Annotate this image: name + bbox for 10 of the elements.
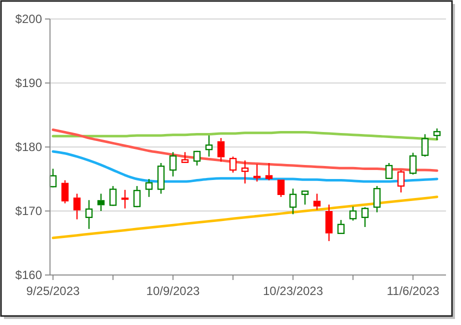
x-tick-label: 10/9/2023 [146,284,200,298]
x-tick-label: 9/25/2023 [26,284,80,298]
y-tick-label: $200 [15,12,42,26]
candlestick [265,162,273,181]
y-tick-label: $180 [15,140,42,154]
y-tick-label: $190 [15,76,42,90]
x-tick-label: 10/23/2023 [262,284,324,298]
x-tick-label: 11/6/2023 [386,284,440,298]
y-tick-label: $160 [15,268,42,282]
y-tick-label: $170 [15,204,42,218]
